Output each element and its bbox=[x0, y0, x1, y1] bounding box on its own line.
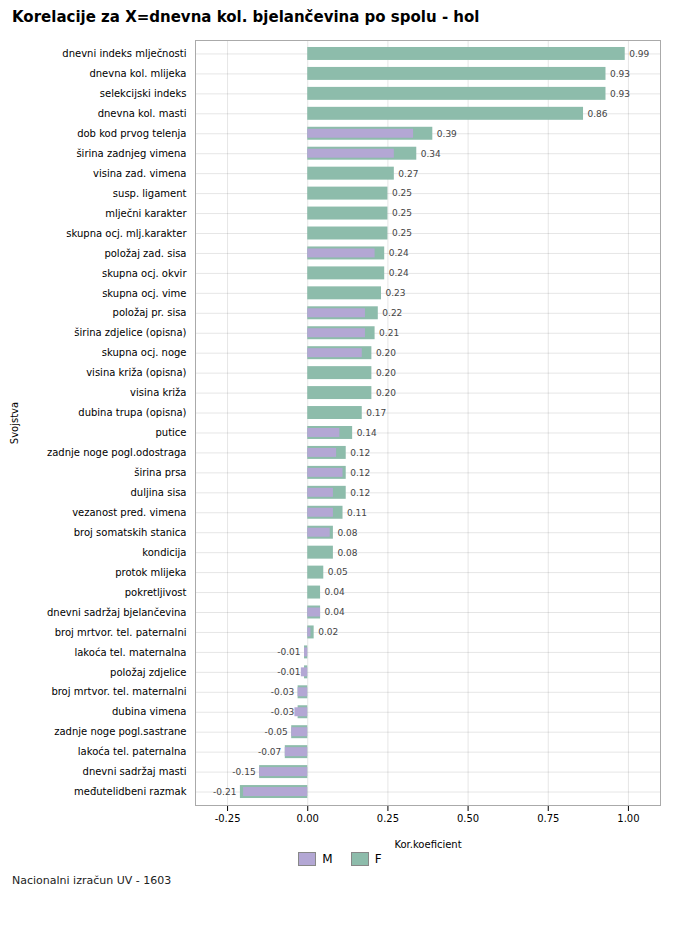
svg-text:lakoća tel. paternalna: lakoća tel. paternalna bbox=[78, 746, 187, 757]
svg-text:0.12: 0.12 bbox=[350, 448, 370, 458]
svg-text:širina zdjelice (opisna): širina zdjelice (opisna) bbox=[74, 327, 186, 338]
svg-text:0.02: 0.02 bbox=[318, 627, 338, 637]
svg-text:-0.03: -0.03 bbox=[271, 707, 294, 717]
svg-text:0.20: 0.20 bbox=[376, 348, 396, 358]
svg-text:0.05: 0.05 bbox=[328, 567, 348, 577]
svg-text:0.99: 0.99 bbox=[629, 49, 649, 59]
svg-text:-0.07: -0.07 bbox=[258, 747, 281, 757]
html-text:F: F bbox=[374, 852, 382, 866]
svg-text:0.08: 0.08 bbox=[337, 528, 357, 538]
svg-text:skupna ocj. vime: skupna ocj. vime bbox=[102, 288, 186, 299]
svg-text:lakoća tel. maternalna: lakoća tel. maternalna bbox=[74, 647, 186, 658]
svg-text:0.24: 0.24 bbox=[389, 268, 409, 278]
svg-text:Svojstva: Svojstva bbox=[9, 402, 20, 444]
svg-text:dnevni sadržaj masti: dnevni sadržaj masti bbox=[83, 766, 187, 777]
html-text:Nacionalni izračun UV - 1603: Nacionalni izračun UV - 1603 bbox=[12, 874, 172, 887]
svg-text:vezanost pred. vimena: vezanost pred. vimena bbox=[72, 507, 186, 518]
svg-text:duljina sisa: duljina sisa bbox=[131, 487, 187, 498]
svg-text:0.50: 0.50 bbox=[457, 813, 479, 824]
svg-text:-0.25: -0.25 bbox=[215, 813, 241, 824]
svg-text:broj mrtvor. tel. paternalni: broj mrtvor. tel. paternalni bbox=[55, 627, 187, 638]
svg-text:-0.03: -0.03 bbox=[271, 687, 294, 697]
svg-text:0.04: 0.04 bbox=[325, 607, 345, 617]
html-text:M: M bbox=[322, 852, 333, 866]
svg-text:visina križa (opisna): visina križa (opisna) bbox=[86, 367, 186, 378]
svg-text:0.39: 0.39 bbox=[437, 129, 457, 139]
svg-text:0.93: 0.93 bbox=[610, 89, 630, 99]
svg-text:dnevna kol. mlijeka: dnevna kol. mlijeka bbox=[89, 68, 186, 79]
svg-text:-0.01: -0.01 bbox=[277, 667, 300, 677]
svg-text:0.20: 0.20 bbox=[376, 368, 396, 378]
svg-text:položaj zad. sisa: položaj zad. sisa bbox=[104, 248, 186, 259]
svg-text:visina križa: visina križa bbox=[130, 387, 186, 398]
svg-text:skupna ocj. mlj.karakter: skupna ocj. mlj.karakter bbox=[66, 228, 187, 239]
svg-text:zadnje noge pogl.sastrane: zadnje noge pogl.sastrane bbox=[54, 726, 186, 737]
svg-text:0.23: 0.23 bbox=[386, 288, 406, 298]
html-text:Korelacije za X=dnevna kol. bj: Korelacije za X=dnevna kol. bjelančevina… bbox=[12, 8, 480, 26]
svg-text:pokretljivost: pokretljivost bbox=[125, 587, 187, 598]
svg-text:skupna ocj. okvir: skupna ocj. okvir bbox=[102, 268, 187, 279]
svg-text:0.25: 0.25 bbox=[392, 228, 412, 238]
svg-text:0.86: 0.86 bbox=[588, 109, 608, 119]
svg-text:0.08: 0.08 bbox=[337, 548, 357, 558]
svg-text:skupna ocj. noge: skupna ocj. noge bbox=[102, 347, 187, 358]
svg-text:0.12: 0.12 bbox=[350, 468, 370, 478]
svg-text:0.24: 0.24 bbox=[389, 248, 409, 258]
svg-text:0.20: 0.20 bbox=[376, 388, 396, 398]
svg-text:0.75: 0.75 bbox=[537, 813, 559, 824]
svg-text:zadnje noge pogl.odostraga: zadnje noge pogl.odostraga bbox=[47, 447, 187, 458]
svg-text:0.12: 0.12 bbox=[350, 488, 370, 498]
svg-text:Kor.koeficient: Kor.koeficient bbox=[394, 839, 461, 850]
svg-text:0.25: 0.25 bbox=[392, 208, 412, 218]
svg-text:0.14: 0.14 bbox=[357, 428, 377, 438]
svg-text:0.00: 0.00 bbox=[297, 813, 319, 824]
svg-text:mlječni karakter: mlječni karakter bbox=[105, 208, 187, 219]
svg-text:-0.21: -0.21 bbox=[213, 787, 236, 797]
svg-text:položaj zdjelice: položaj zdjelice bbox=[110, 667, 186, 678]
svg-text:protok mlijeka: protok mlijeka bbox=[115, 567, 186, 578]
svg-text:visina zad. vimena: visina zad. vimena bbox=[93, 168, 186, 179]
svg-text:susp. ligament: susp. ligament bbox=[113, 188, 187, 199]
svg-text:putice: putice bbox=[155, 427, 186, 438]
svg-text:0.25: 0.25 bbox=[377, 813, 399, 824]
svg-text:-0.01: -0.01 bbox=[277, 647, 300, 657]
svg-text:dubina trupa (opisna): dubina trupa (opisna) bbox=[78, 407, 186, 418]
svg-text:selekcijski indeks: selekcijski indeks bbox=[100, 88, 187, 99]
svg-text:dubina vimena: dubina vimena bbox=[112, 706, 187, 717]
svg-text:dob kod prvog telenja: dob kod prvog telenja bbox=[77, 128, 186, 139]
svg-text:dnevni indeks mlječnosti: dnevni indeks mlječnosti bbox=[62, 48, 186, 59]
svg-text:kondicija: kondicija bbox=[142, 547, 186, 558]
svg-text:1.00: 1.00 bbox=[617, 813, 639, 824]
svg-text:-0.15: -0.15 bbox=[232, 767, 255, 777]
svg-text:0.22: 0.22 bbox=[382, 308, 402, 318]
svg-text:0.34: 0.34 bbox=[421, 149, 441, 159]
svg-text:broj somatskih stanica: broj somatskih stanica bbox=[74, 527, 187, 538]
svg-text:0.25: 0.25 bbox=[392, 188, 412, 198]
svg-text:0.04: 0.04 bbox=[325, 587, 345, 597]
svg-text:0.17: 0.17 bbox=[366, 408, 386, 418]
svg-text:0.27: 0.27 bbox=[398, 169, 418, 179]
svg-text:0.93: 0.93 bbox=[610, 69, 630, 79]
svg-text:širina zadnjeg vimena: širina zadnjeg vimena bbox=[76, 148, 186, 159]
svg-text:dnevna kol. masti: dnevna kol. masti bbox=[98, 108, 187, 119]
svg-text:međutelidbeni razmak: međutelidbeni razmak bbox=[74, 786, 187, 797]
svg-text:0.11: 0.11 bbox=[347, 508, 367, 518]
svg-text:dnevni sadržaj bjelančevina: dnevni sadržaj bjelančevina bbox=[47, 607, 187, 618]
svg-text:broj mrtvor. tel. maternalni: broj mrtvor. tel. maternalni bbox=[51, 686, 186, 697]
svg-text:položaj pr. sisa: položaj pr. sisa bbox=[113, 307, 187, 318]
svg-text:-0.05: -0.05 bbox=[264, 727, 287, 737]
svg-text:širina prsa: širina prsa bbox=[134, 467, 186, 478]
svg-text:0.21: 0.21 bbox=[379, 328, 399, 338]
